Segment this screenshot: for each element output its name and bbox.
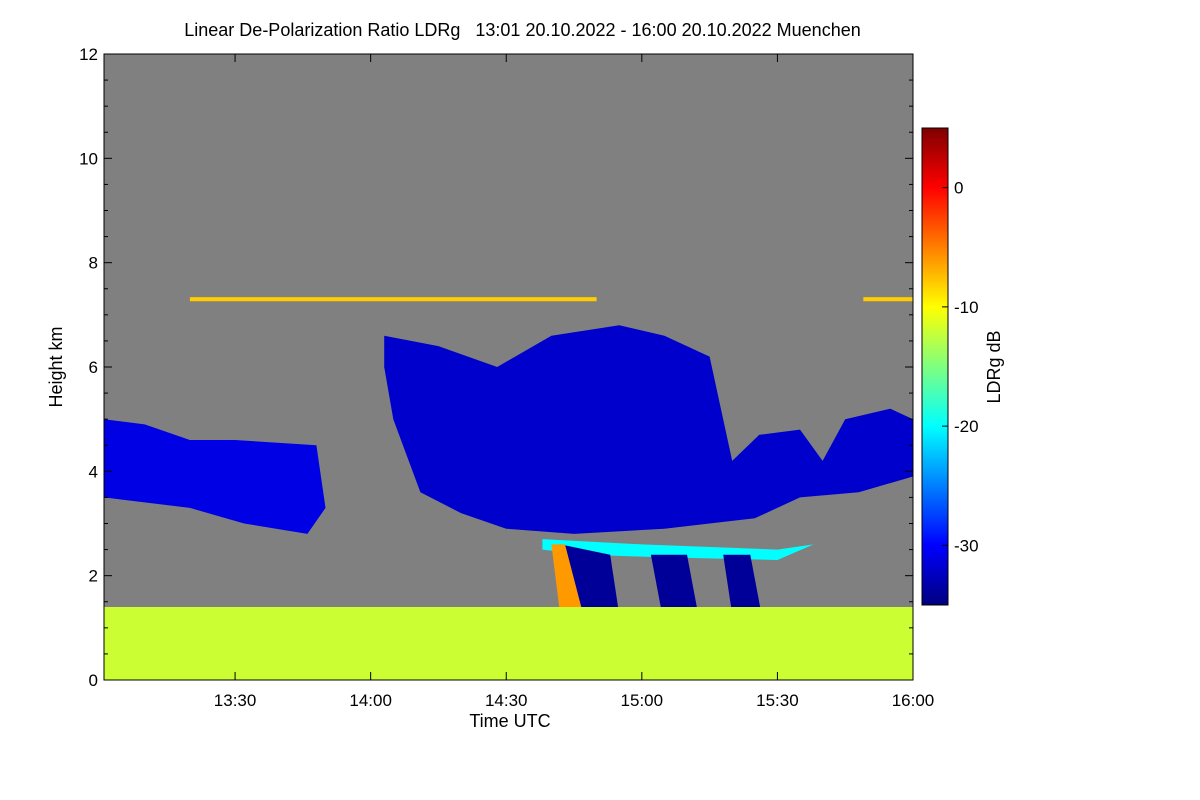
y-axis-label: Height km	[46, 326, 66, 407]
chart-title: Linear De-Polarization Ratio LDRg 13:01 …	[184, 20, 861, 40]
heatmap-region-boundary-layer-aerosol	[104, 607, 913, 680]
heatmap-region-cirrus-cloud-band	[104, 419, 326, 534]
heatmap-region-cirrus-cloud-band	[384, 325, 913, 534]
y-tick-label: 10	[79, 149, 98, 168]
x-tick-label: 14:00	[349, 691, 392, 710]
y-tick-label: 8	[89, 254, 98, 273]
colorbar	[921, 127, 949, 606]
x-axis-label: Time UTC	[469, 711, 550, 731]
x-tick-label: 15:00	[621, 691, 664, 710]
colorbar-tick-label: -10	[954, 298, 979, 317]
x-tick-label: 14:30	[485, 691, 528, 710]
y-tick-label: 2	[89, 567, 98, 586]
heatmap-region-melting-layer	[542, 539, 814, 560]
x-tick-label: 13:30	[214, 691, 257, 710]
x-tick-label: 15:30	[756, 691, 799, 710]
y-tick-label: 6	[89, 358, 98, 377]
y-tick-label: 0	[89, 671, 98, 690]
y-tick-label: 12	[79, 45, 98, 64]
heatmap-region-thin-layer-7.3km	[189, 297, 597, 302]
colorbar-tick-label: -20	[954, 417, 979, 436]
colorbar-tick-label: -30	[954, 536, 979, 555]
heatmap-region-thin-layer-7.3km	[863, 297, 913, 302]
colorbar-label: LDRg dB	[984, 330, 1004, 403]
colorbar-tick-label: 0	[954, 179, 963, 198]
x-tick-label: 16:00	[892, 691, 935, 710]
y-tick-label: 4	[89, 462, 98, 481]
